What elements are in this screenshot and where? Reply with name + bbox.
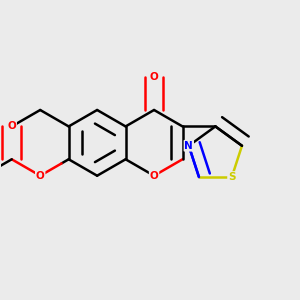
Text: N: N (184, 141, 193, 151)
Text: O: O (36, 171, 45, 181)
Text: S: S (228, 172, 236, 182)
Text: O: O (150, 171, 158, 181)
Text: O: O (150, 72, 158, 82)
Text: O: O (8, 122, 16, 131)
